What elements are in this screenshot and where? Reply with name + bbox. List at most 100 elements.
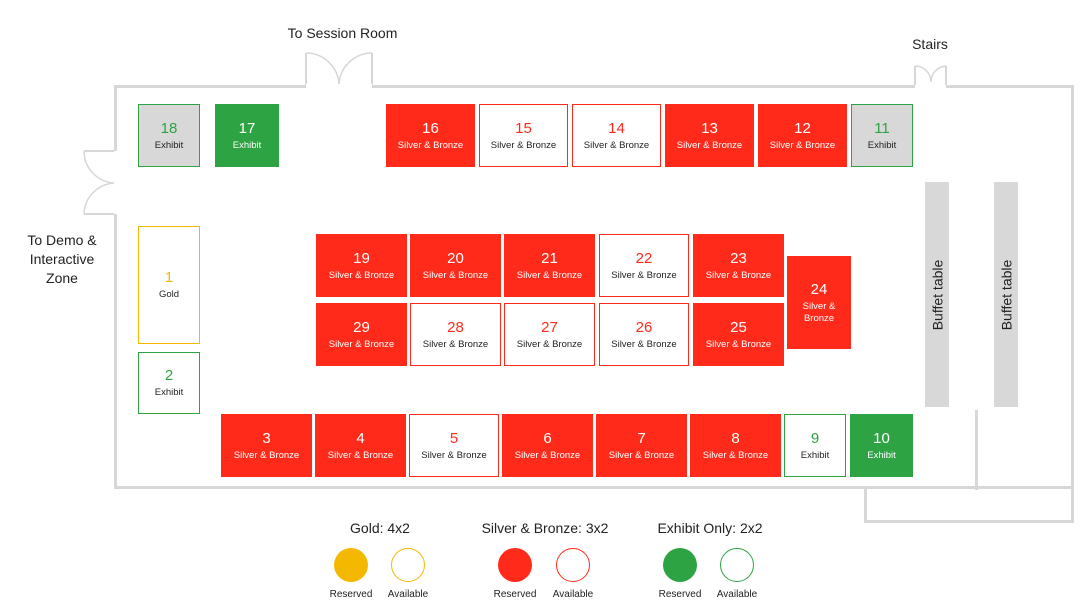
legend-exhibit-available-label: Available (716, 589, 758, 600)
booth-number: 23 (730, 249, 747, 267)
booth-number: 20 (447, 249, 464, 267)
booth-type: Silver & Bronze (802, 300, 836, 324)
booth-4[interactable]: 4 Silver & Bronze (315, 414, 406, 477)
booth-type: Exhibit (154, 139, 184, 151)
booth-17[interactable]: 17 Exhibit (215, 104, 279, 167)
booth-type: Exhibit (232, 139, 262, 151)
booth-type: Exhibit (800, 449, 830, 461)
legend-gold-available-swatch (391, 548, 425, 582)
booth-type: Silver & Bronze (608, 449, 675, 461)
booth-number: 16 (422, 119, 439, 137)
booth-number: 24 (810, 280, 828, 298)
legend-sb-reserved-swatch (498, 548, 532, 582)
demo-zone-label: To Demo & Interactive Zone (27, 232, 97, 286)
booth-number: 15 (515, 119, 532, 137)
booth-type: Silver & Bronze (705, 338, 772, 350)
booth-type: Silver & Bronze (705, 269, 772, 281)
legend-sb-title: Silver & Bronze: 3x2 (481, 520, 609, 536)
booth-21[interactable]: 21 Silver & Bronze (504, 234, 595, 297)
legend-sb-available-swatch (556, 548, 590, 582)
booth-12[interactable]: 12 Silver & Bronze (758, 104, 847, 167)
booth-type: Exhibit (867, 449, 896, 461)
booth-type: Silver & Bronze (421, 449, 487, 461)
stairs-label: Stairs (912, 36, 948, 52)
booth-number: 10 (873, 429, 890, 447)
main-hall-wall (114, 85, 1074, 489)
booth-number: 2 (164, 367, 174, 384)
booth-type: Silver & Bronze (769, 139, 836, 151)
annex-wall (864, 488, 1074, 523)
legend-gold-title: Gold: 4x2 (350, 520, 410, 536)
booth-18[interactable]: 18 Exhibit (138, 104, 200, 167)
booth-number: 26 (635, 318, 653, 336)
booth-type: Silver & Bronze (422, 269, 489, 281)
legend-exhibit-available-swatch (720, 548, 754, 582)
legend-exhibit-reserved-label: Reserved (658, 589, 702, 600)
booth-number: 12 (794, 119, 811, 137)
booth-14[interactable]: 14 Silver & Bronze (572, 104, 661, 167)
booth-type: Exhibit (867, 139, 897, 151)
legend-sb-available-label: Available (552, 589, 594, 600)
booth-type: Silver & Bronze (422, 338, 489, 350)
booth-number: 22 (635, 249, 653, 267)
booth-19[interactable]: 19 Silver & Bronze (316, 234, 407, 297)
demo-zone-door-icon (83, 150, 118, 215)
booth-number: 6 (543, 429, 552, 447)
booth-25[interactable]: 25 Silver & Bronze (693, 303, 784, 366)
booth-number: 4 (356, 429, 365, 447)
booth-number: 28 (447, 318, 464, 336)
booth-type: Silver & Bronze (328, 338, 395, 350)
booth-type: Silver & Bronze (583, 139, 650, 151)
booth-type: Silver & Bronze (328, 269, 395, 281)
booth-number: 7 (637, 429, 646, 447)
booth-26[interactable]: 26 Silver & Bronze (599, 303, 689, 366)
booth-type: Silver & Bronze (516, 269, 583, 281)
booth-type: Silver & Bronze (490, 139, 557, 151)
booth-type: Gold (158, 289, 180, 300)
legend-gold-available-label: Available (387, 589, 429, 600)
booth-type: Silver & Bronze (702, 449, 769, 461)
booth-number: 11 (874, 119, 890, 137)
booth-13[interactable]: 13 Silver & Bronze (665, 104, 754, 167)
booth-23[interactable]: 23 Silver & Bronze (693, 234, 784, 297)
booth-type: Silver & Bronze (611, 269, 677, 281)
booth-number: 18 (160, 119, 178, 137)
booth-type: Silver & Bronze (516, 338, 583, 350)
booth-27[interactable]: 27 Silver & Bronze (504, 303, 595, 366)
booth-16[interactable]: 16 Silver & Bronze (386, 104, 475, 167)
booth-type: Silver & Bronze (233, 449, 300, 461)
annex-inner-wall (975, 410, 978, 490)
booth-number: 9 (810, 429, 820, 447)
booth-22[interactable]: 22 Silver & Bronze (599, 234, 689, 297)
booth-6[interactable]: 6 Silver & Bronze (502, 414, 593, 477)
booth-number: 14 (608, 119, 625, 137)
booth-type: Silver & Bronze (514, 449, 581, 461)
booth-number: 27 (541, 318, 558, 336)
booth-29[interactable]: 29 Silver & Bronze (316, 303, 407, 366)
annex-gap (867, 486, 977, 492)
session-room-label: To Session Room (287, 25, 398, 41)
annex-inner-wall-h (867, 486, 977, 489)
legend-gold-reserved-swatch (334, 548, 368, 582)
booth-2[interactable]: 2 Exhibit (138, 352, 200, 414)
session-room-door-icon (305, 52, 373, 88)
booth-number: 1 (164, 269, 174, 286)
booth-3[interactable]: 3 Silver & Bronze (221, 414, 312, 477)
booth-type: Silver & Bronze (611, 338, 677, 350)
booth-7[interactable]: 7 Silver & Bronze (596, 414, 687, 477)
booth-15[interactable]: 15 Silver & Bronze (479, 104, 568, 167)
legend-exhibit-title: Exhibit Only: 2x2 (657, 520, 763, 536)
booth-type: Silver & Bronze (676, 139, 743, 151)
booth-11[interactable]: 11 Exhibit (851, 104, 913, 167)
booth-8[interactable]: 8 Silver & Bronze (690, 414, 781, 477)
booth-28[interactable]: 28 Silver & Bronze (410, 303, 501, 366)
booth-number: 29 (353, 318, 370, 336)
booth-24[interactable]: 24 Silver & Bronze (787, 256, 851, 349)
booth-number: 5 (449, 429, 459, 447)
booth-10[interactable]: 10 Exhibit (850, 414, 913, 477)
booth-9[interactable]: 9 Exhibit (784, 414, 846, 477)
booth-5[interactable]: 5 Silver & Bronze (409, 414, 499, 477)
booth-1[interactable]: 1 Gold (138, 226, 200, 344)
booth-20[interactable]: 20 Silver & Bronze (410, 234, 501, 297)
booth-number: 8 (731, 429, 740, 447)
